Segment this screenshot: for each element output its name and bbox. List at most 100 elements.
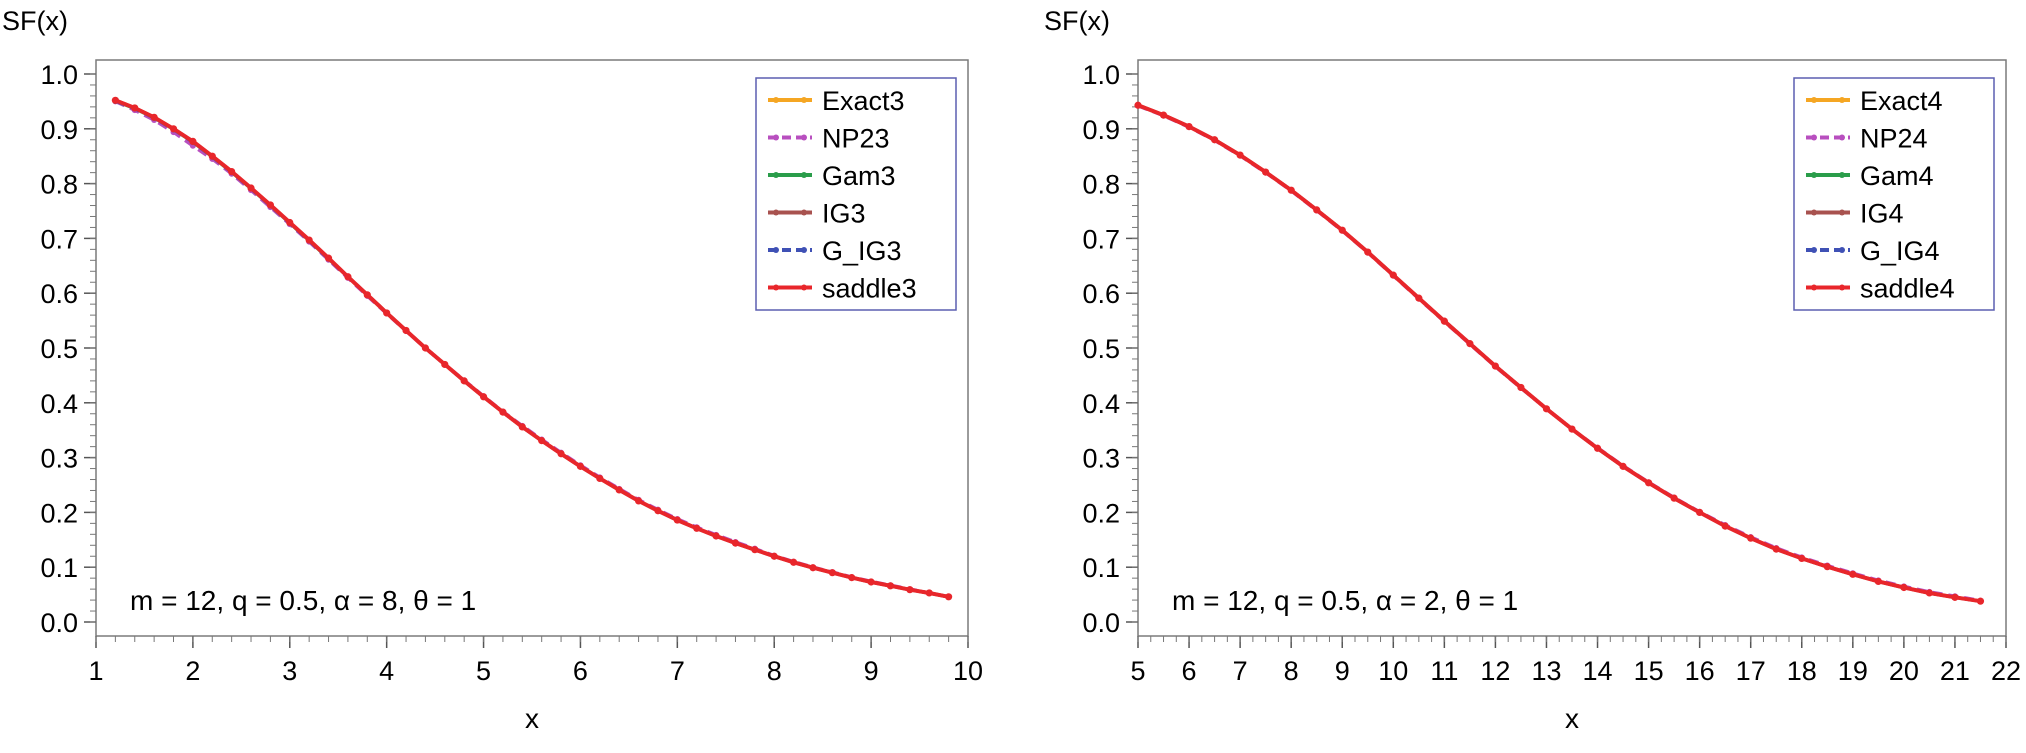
x-tick-label: 11 [1430,656,1458,686]
x-tick-label: 15 [1634,656,1664,686]
series-line-saddle4 [1137,103,1981,604]
parameter-annotation: m = 12, q = 0.5, α = 8, θ = 1 [130,585,476,616]
y-axis-label: SF(x) [1044,6,1110,36]
data-point-saddle3 [499,408,507,416]
legend-entry-IG3: IG3 [822,199,866,229]
data-point-saddle4 [1593,444,1602,452]
legend-entry-G_IG4: G_IG4 [1860,236,1940,266]
y-tick-label: 0.7 [40,224,78,254]
x-tick-label: 8 [767,656,782,686]
data-point-saddle4 [1772,545,1780,553]
data-point-saddle3 [886,582,895,590]
x-tick-label: 10 [953,656,983,686]
legend-marker [773,209,779,216]
legend-marker [1811,172,1817,178]
data-point-saddle4 [1262,168,1270,176]
data-point-saddle3 [596,474,604,483]
data-point-saddle3 [790,558,798,566]
data-point-saddle4 [1849,570,1857,578]
data-point-saddle4 [1823,563,1831,571]
y-tick-label: 0.0 [1082,608,1120,638]
data-point-saddle3 [538,437,546,445]
y-tick-label: 0.9 [1082,115,1120,145]
data-point-saddle4 [1619,462,1627,470]
y-tick-label: 0.5 [1082,334,1120,364]
data-point-saddle3 [576,462,585,470]
legend-marker [773,247,779,253]
legend-marker [1839,97,1845,103]
data-point-saddle3 [693,524,701,532]
legend-marker [1811,247,1817,253]
legend-box [755,77,957,311]
x-tick-label: 3 [282,656,297,686]
data-point-saddle3 [848,574,856,582]
x-tick-label: 8 [1284,656,1299,686]
data-point-saddle3 [169,125,178,133]
data-point-saddle3 [131,104,139,112]
legend-marker [1839,172,1845,178]
data-point-saddle3 [402,326,410,335]
y-tick-label: 1.0 [40,60,78,90]
data-point-saddle4 [1976,597,1985,605]
legend-entry-Gam4: Gam4 [1860,161,1934,191]
x-tick-label: 5 [1130,656,1145,686]
data-point-saddle4 [1644,479,1653,487]
x-tick-label: 2 [185,656,200,686]
legend-entry-IG4: IG4 [1860,199,1904,229]
y-tick-label: 0.1 [40,553,78,583]
legend-entry-Gam3: Gam3 [822,161,896,191]
legend-marker [1839,134,1845,141]
series-group [111,96,953,601]
y-tick-label: 0.4 [40,389,78,419]
data-point-saddle4 [1440,317,1448,325]
legend-entry-saddle4: saddle4 [1860,274,1955,304]
legend-entry-NP23: NP23 [822,124,890,154]
data-point-saddle3 [867,578,875,586]
data-point-saddle3 [208,152,216,160]
y-tick-label: 0.4 [1082,389,1120,419]
data-point-saddle3 [460,377,468,385]
data-point-saddle4 [1542,405,1551,413]
legend-marker [801,172,807,178]
data-point-saddle3 [712,532,720,540]
data-point-saddle4 [1415,294,1423,302]
x-tick-label: 17 [1736,656,1766,686]
x-tick-label: 5 [476,656,491,686]
data-point-saddle4 [1236,151,1244,159]
data-point-saddle3 [906,586,914,594]
data-point-saddle4 [1364,248,1372,256]
data-point-saddle3 [421,344,430,352]
data-point-saddle3 [770,552,778,560]
data-point-saddle3 [557,450,565,458]
x-tick-label: 18 [1787,656,1817,686]
y-tick-label: 0.7 [1082,224,1120,254]
legend-marker [1811,134,1817,141]
data-point-saddle3 [189,137,197,146]
parameter-annotation: m = 12, q = 0.5, α = 2, θ = 1 [1172,585,1518,616]
data-point-saddle3 [925,589,933,597]
data-point-saddle4 [1721,522,1729,530]
y-tick-label: 0.6 [40,279,78,309]
panel-right: SF(x) x 0.0 0.1 0.2 0.3 0.4 0.5 0.6 0.7 0.8 0.9 1.0 5… [1044,6,2021,734]
y-tick-label: 0.6 [1082,279,1120,309]
legend-marker [1839,284,1845,291]
data-point-saddle4 [1287,186,1295,194]
x-axis-label: x [1565,703,1579,734]
x-tick-label: 10 [1378,656,1408,686]
x-tick-label: 12 [1480,656,1510,686]
data-point-saddle3 [286,218,294,227]
data-point-saddle4 [1210,136,1219,144]
x-tick-label: 22 [1991,656,2021,686]
data-point-saddle3 [247,184,255,192]
x-axis-label: x [525,703,539,734]
legend-marker [773,134,779,141]
data-point-saddle3 [828,569,836,577]
y-tick-label: 0.9 [40,115,78,145]
data-point-saddle4 [1185,123,1193,131]
x-tick-label: 20 [1889,656,1919,686]
legend-marker [1811,97,1817,103]
data-point-saddle4 [1338,226,1346,234]
x-tick-label: 4 [379,656,394,686]
data-point-saddle3 [344,273,352,281]
